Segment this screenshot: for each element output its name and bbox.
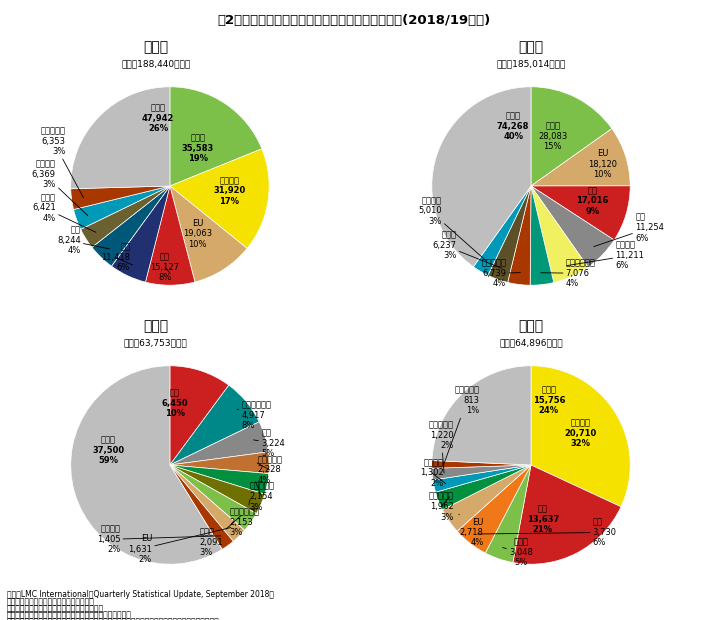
Wedge shape: [530, 186, 554, 285]
Text: 米国
3,224
5%: 米国 3,224 5%: [253, 428, 285, 458]
Wedge shape: [508, 186, 531, 285]
Wedge shape: [170, 452, 269, 474]
Text: タイ
15,127
8%: タイ 15,127 8%: [151, 252, 179, 282]
Text: 総計：185,014千トン: 総計：185,014千トン: [496, 59, 566, 68]
Text: その他
47,942
26%: その他 47,942 26%: [142, 104, 174, 133]
Wedge shape: [531, 186, 614, 267]
Wedge shape: [432, 87, 531, 267]
Wedge shape: [170, 87, 262, 186]
Wedge shape: [81, 186, 170, 247]
Wedge shape: [170, 465, 269, 494]
Wedge shape: [531, 128, 630, 186]
Text: 生産量: 生産量: [143, 40, 169, 55]
Wedge shape: [432, 465, 531, 480]
Text: EU
2,718
4%: EU 2,718 4%: [459, 514, 484, 547]
Wedge shape: [71, 87, 170, 188]
Text: 輸入量: 輸入量: [143, 319, 169, 334]
Text: 中国
11,418
6%: 中国 11,418 6%: [101, 242, 133, 272]
Wedge shape: [488, 186, 531, 283]
Wedge shape: [433, 465, 531, 492]
Text: メキシコ
6,369
3%: メキシコ 6,369 3%: [32, 159, 88, 216]
Text: インド
3,048
5%: インド 3,048 5%: [503, 538, 533, 567]
Wedge shape: [170, 465, 233, 549]
Text: メキシコ
1,302
2%: メキシコ 1,302 2%: [420, 458, 446, 488]
Wedge shape: [432, 366, 531, 465]
Wedge shape: [432, 461, 531, 468]
Text: 資料：LMC International『Quarterly Statistical Update, September 2018』: 資料：LMC International『Quarterly Statistic…: [7, 590, 274, 600]
Text: 輸出量: 輸出量: [518, 319, 544, 334]
Text: メキシコ
5,010
3%: メキシコ 5,010 3%: [418, 196, 486, 261]
Wedge shape: [531, 186, 588, 283]
Text: コロンビア
813
1%: コロンビア 813 1%: [444, 386, 479, 464]
Text: 中国
6,450
10%: 中国 6,450 10%: [161, 389, 188, 419]
Wedge shape: [170, 149, 269, 249]
Text: EU
1,631
2%: EU 1,631 2%: [128, 528, 231, 564]
Wedge shape: [71, 366, 222, 564]
Wedge shape: [170, 422, 268, 465]
Text: 総計：188,440千トン: 総計：188,440千トン: [121, 59, 190, 68]
Text: 図2　主要国の生産量、輸入量、消費量、輸出量　(2018/19年度): 図2 主要国の生産量、輸入量、消費量、輸出量 (2018/19年度): [217, 14, 491, 27]
Text: グアテマラ
1,962
3%: グアテマラ 1,962 3%: [428, 492, 454, 521]
Text: マレーシア
2,154
3%: マレーシア 2,154 3%: [249, 482, 274, 511]
Wedge shape: [531, 366, 630, 507]
Text: EU
19,063
10%: EU 19,063 10%: [183, 219, 212, 249]
Wedge shape: [170, 186, 247, 282]
Wedge shape: [145, 186, 195, 285]
Wedge shape: [92, 186, 170, 266]
Text: 注２：主要国（上位９カ国）とその他を表示。: 注２：主要国（上位９カ国）とその他を表示。: [7, 604, 104, 613]
Text: その他
74,268
40%: その他 74,268 40%: [497, 112, 530, 141]
Text: 注３：「その他」は総計から主要国の計を差し引いた数値。: 注３：「その他」は総計から主要国の計を差し引いた数値。: [7, 611, 132, 620]
Wedge shape: [531, 87, 612, 186]
Wedge shape: [531, 186, 630, 240]
Text: その他
37,500
59%: その他 37,500 59%: [92, 435, 125, 465]
Text: ブラジル
11,211
6%: ブラジル 11,211 6%: [567, 241, 644, 270]
Text: エジプト
1,405
2%: エジプト 1,405 2%: [97, 525, 221, 554]
Wedge shape: [74, 186, 170, 229]
Text: 豪州
3,730
6%: 豪州 3,730 6%: [477, 518, 617, 547]
Text: インド
35,583
19%: インド 35,583 19%: [181, 133, 214, 163]
Text: ロシア
6,421
4%: ロシア 6,421 4%: [32, 193, 96, 232]
Text: インド
2,091
3%: インド 2,091 3%: [200, 515, 241, 557]
Wedge shape: [170, 465, 245, 541]
Wedge shape: [170, 366, 229, 465]
Text: パキスタン
6,739
4%: パキスタン 6,739 4%: [481, 259, 520, 288]
Text: 米国
11,254
6%: 米国 11,254 6%: [594, 213, 664, 247]
Text: タイ
13,637
21%: タイ 13,637 21%: [527, 505, 559, 534]
Wedge shape: [111, 186, 170, 282]
Text: 注１：主要国の年度は、各国の砂糖年度。: 注１：主要国の年度は、各国の砂糖年度。: [7, 597, 95, 606]
Text: ブラジル
20,710
32%: ブラジル 20,710 32%: [564, 418, 597, 448]
Text: 消費量: 消費量: [518, 40, 544, 55]
Text: その他
15,756
24%: その他 15,756 24%: [532, 386, 565, 415]
Text: 総計：63,753千トン: 総計：63,753千トン: [124, 338, 188, 347]
Wedge shape: [513, 465, 621, 564]
Text: インドネシア
7,076
4%: インドネシア 7,076 4%: [541, 259, 595, 288]
Text: アルジェリア
2,153
3%: アルジェリア 2,153 3%: [229, 500, 259, 538]
Wedge shape: [485, 465, 531, 562]
Text: 注４：輸入量のうち「ペルシャ湎」は、アラブ首長国連邦、バーレーン、オマーン、カタールの合計。: 注４：輸入量のうち「ペルシャ湎」は、アラブ首長国連邦、バーレーン、オマーン、カタ…: [7, 618, 219, 620]
Text: インドネシア
4,917
8%: インドネシア 4,917 8%: [237, 401, 271, 430]
Wedge shape: [442, 465, 531, 531]
Text: ブラジル
31,920
17%: ブラジル 31,920 17%: [213, 176, 246, 206]
Text: 米国
8,244
4%: 米国 8,244 4%: [57, 226, 109, 255]
Wedge shape: [71, 186, 170, 210]
Text: ミャンマー
1,220
2%: ミャンマー 1,220 2%: [428, 420, 454, 473]
Wedge shape: [435, 465, 531, 510]
Text: 中国
17,016
9%: 中国 17,016 9%: [576, 186, 609, 216]
Text: ペルシャ湎
2,228
4%: ペルシャ湎 2,228 4%: [257, 455, 282, 485]
Wedge shape: [457, 465, 531, 553]
Wedge shape: [474, 186, 531, 275]
Text: インド
28,083
15%: インド 28,083 15%: [538, 122, 567, 151]
Text: EU
18,120
10%: EU 18,120 10%: [588, 149, 617, 179]
Text: パキスタン
6,353
3%: パキスタン 6,353 3%: [41, 126, 84, 198]
Text: 総計：64,896千トン: 総計：64,896千トン: [499, 338, 563, 347]
Wedge shape: [170, 385, 259, 465]
Text: ロシア
6,237
3%: ロシア 6,237 3%: [433, 231, 501, 268]
Wedge shape: [170, 465, 265, 513]
Wedge shape: [170, 465, 256, 530]
